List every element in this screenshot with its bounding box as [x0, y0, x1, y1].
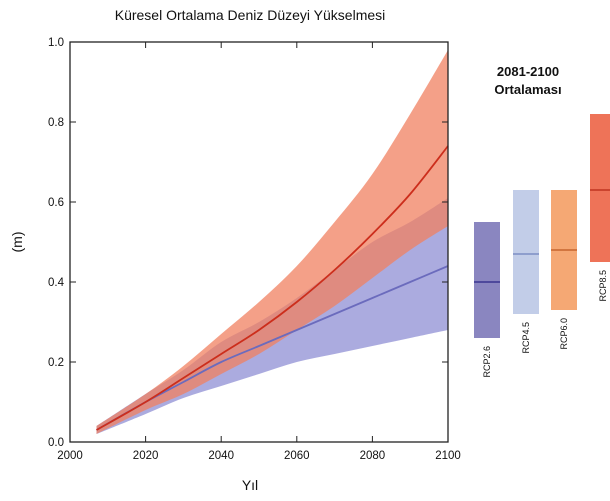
- chart-title: Küresel Ortalama Deniz Düzeyi Yükselmesi: [115, 7, 386, 23]
- band-rcp85: [96, 50, 448, 434]
- x-tick-label: 2080: [360, 450, 386, 462]
- y-tick-label: 0.6: [48, 197, 64, 209]
- uncertainty-bands: [96, 50, 448, 434]
- average-bar-rcp26: [474, 222, 500, 338]
- x-tick-label: 2020: [133, 450, 159, 462]
- y-tick-label: 0.2: [48, 357, 64, 369]
- average-bar-rcp45: [513, 190, 539, 314]
- mean-line-rcp85: [96, 145, 449, 431]
- x-axis-label: Yıl: [242, 477, 258, 493]
- x-tick-label: 2060: [284, 450, 310, 462]
- average-bar-label-rcp26: RCP2.6: [482, 346, 492, 378]
- y-tick-label: 0.8: [48, 117, 64, 129]
- average-bar-label-rcp60: RCP6.0: [559, 318, 569, 350]
- y-axis-label: (m): [9, 232, 25, 253]
- mean-lines: [96, 145, 449, 431]
- average-bar-label-rcp45: RCP4.5: [521, 322, 531, 354]
- x-tick-label: 2040: [208, 450, 234, 462]
- x-tick-label: 2100: [435, 450, 461, 462]
- x-tick-label: 2000: [57, 450, 83, 462]
- plot-frame: [69, 41, 449, 443]
- y-tick-label: 0.0: [48, 437, 64, 449]
- average-panel-title-line1: 2081-2100: [497, 64, 559, 79]
- average-bars: RCP2.6 RCP4.5 RCP6.0 RCP8.5: [474, 114, 610, 378]
- axes: 2000 2020 2040 2060 2080 2100 0.0 0.2 0.4 0.6 0.8 1…: [48, 37, 461, 462]
- average-panel-title-line2: Ortalaması: [494, 82, 561, 97]
- y-tick-label: 1.0: [48, 37, 64, 49]
- mean-line-rcp26: [96, 265, 449, 431]
- average-bar-label-rcp85: RCP8.5: [598, 270, 608, 302]
- y-tick-label: 0.4: [48, 277, 65, 289]
- average-bar-rcp85: [590, 114, 610, 262]
